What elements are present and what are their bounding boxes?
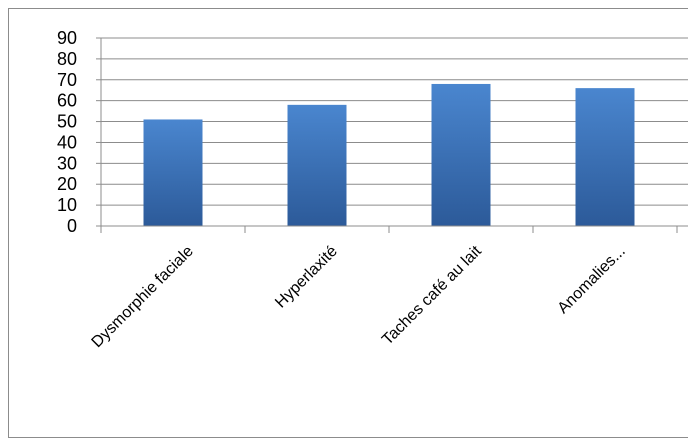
x-category-label: Taches café au lait xyxy=(379,242,485,348)
y-tick-label: 60 xyxy=(57,91,77,111)
y-tick-label: 30 xyxy=(57,153,77,173)
y-tick-label: 80 xyxy=(57,49,77,69)
x-category-label: Hyperlaxité xyxy=(272,243,341,312)
x-category-label: Anomalies... xyxy=(555,243,629,317)
bar xyxy=(143,119,203,226)
axes xyxy=(96,37,688,233)
bars xyxy=(143,83,635,226)
bar xyxy=(287,104,347,226)
y-tick-label: 50 xyxy=(57,112,77,132)
x-category-label: Dysmorphie faciale xyxy=(89,243,197,351)
y-tick-label: 20 xyxy=(57,174,77,194)
y-tick-label: 70 xyxy=(57,70,77,90)
bar xyxy=(431,83,491,226)
x-axis-category-labels: Dysmorphie faciale Hyperlaxité Taches café… xyxy=(89,242,629,351)
bar xyxy=(575,88,635,226)
y-tick-label: 0 xyxy=(67,216,77,236)
y-tick-label: 90 xyxy=(57,28,77,48)
y-tick-label: 10 xyxy=(57,195,77,215)
y-tick-label: 40 xyxy=(57,132,77,152)
